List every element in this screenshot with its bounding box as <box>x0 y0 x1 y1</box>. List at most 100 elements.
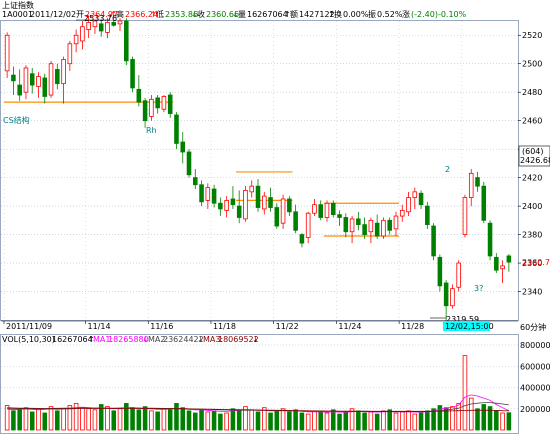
volume-bar-down <box>437 405 443 431</box>
ma1-value: 18265880 <box>108 335 149 344</box>
sar-box-bottom: 2426.68 <box>520 156 550 165</box>
candle-down <box>236 205 242 218</box>
volume-bar-down <box>299 412 305 431</box>
time-tick-label: 11/18 <box>213 322 236 331</box>
price-tick-label: 2420 <box>522 174 542 183</box>
ma2-value: 23624422 <box>163 335 204 344</box>
candle-up <box>468 172 474 198</box>
price-tick-label: 2340 <box>522 288 542 297</box>
bar-date: 2011/12/02 <box>30 10 76 19</box>
price-tick-label: 2460 <box>522 117 542 126</box>
candle-up <box>393 215 399 230</box>
turnover-value: 0.00% <box>343 10 369 19</box>
candle-up <box>105 22 110 33</box>
volume-bar-down <box>167 409 173 431</box>
vol-title: VOL(5,10,30) <box>2 335 55 344</box>
volume-bar-down <box>230 408 236 431</box>
close-arrow: ↓ <box>232 10 239 19</box>
high-price-annotation: 2533.76 <box>84 14 117 23</box>
volume-bar-up <box>468 397 474 431</box>
volume-bar-up <box>105 406 110 431</box>
volume-bar-down <box>111 410 117 431</box>
wave-2-annotation: 2 <box>445 165 450 174</box>
volume-bar-down <box>42 412 48 431</box>
annotations: 2533.76 CS结构 Rh 2 3? 2319.59 <box>3 14 483 324</box>
candle-down <box>98 23 104 32</box>
candle-up <box>67 43 73 65</box>
open-arrow: ↑ <box>110 10 117 19</box>
ma1-arrow: ↓ <box>142 335 149 344</box>
time-axis: 2011/11/09 11/14 11/16 11/18 11/22 11/24 11/28… <box>1 320 518 331</box>
volume-bar-down <box>343 411 349 431</box>
volume-bar-down <box>506 412 512 431</box>
low-price-annotation: 2319.59 <box>446 315 479 324</box>
last-price-tag: 2360.7 <box>522 258 550 267</box>
candle-up <box>399 209 405 217</box>
volume-bar-up <box>73 403 79 431</box>
candle-down <box>318 204 323 218</box>
volume-bar-down <box>318 411 323 431</box>
volume-bar-up <box>312 410 317 431</box>
volume-bar-up <box>161 408 167 431</box>
candle-up <box>243 190 248 220</box>
low-arrow: ↓ <box>191 10 198 19</box>
cursor-date: 12/02,15:00 <box>445 322 494 331</box>
ma2-label: MA2: <box>148 335 168 344</box>
close-value: 2360.66 <box>206 10 239 19</box>
ma2-arrow: ↓ <box>197 335 204 344</box>
candle-up <box>324 202 330 218</box>
candle-down <box>124 20 129 62</box>
sar-box-top: (604) <box>522 147 544 156</box>
volume-bar-down <box>481 404 487 431</box>
volume-bar-up <box>381 410 386 431</box>
volume-bar-up <box>23 407 29 431</box>
volume-axis: 200000 400000 600000 800000 <box>1 341 550 414</box>
low-label: 低 <box>156 9 164 19</box>
volume-bar-down <box>124 403 129 431</box>
volume-bar-up <box>224 412 229 431</box>
volume-bar-down <box>268 412 273 431</box>
candle-up <box>86 22 91 30</box>
candle-down <box>17 84 22 96</box>
candle-down <box>487 222 493 257</box>
amount-value: 1427122 <box>299 10 335 19</box>
volume-bar-down <box>443 407 449 431</box>
candle-down <box>186 151 192 176</box>
vol-arrow: ↑ <box>88 335 95 344</box>
turnover-label: 换 <box>334 9 342 19</box>
candle-down <box>343 217 349 233</box>
amplitude-value: 0.52% <box>377 10 403 19</box>
candle-up <box>117 20 123 25</box>
candle-down <box>55 69 60 85</box>
volume-bar-down <box>193 412 198 431</box>
volume-bar-down <box>186 410 192 431</box>
volume-bar-down <box>374 413 380 431</box>
candle-down <box>11 74 16 82</box>
volume-bar-down <box>293 409 298 431</box>
cs-annotation: CS结构 <box>3 115 30 125</box>
candle-down <box>337 214 342 218</box>
close-label: 收 <box>197 9 205 19</box>
volume-bar-down <box>174 403 179 431</box>
candle-down <box>330 202 336 216</box>
volume-bar-up <box>349 408 355 431</box>
candlesticks <box>4 15 512 321</box>
wave-3-annotation: 3? <box>474 284 483 293</box>
candle-down <box>136 88 142 103</box>
candle-up <box>305 212 311 238</box>
candle-down <box>199 184 204 203</box>
volume-bar-up <box>67 405 73 431</box>
volume-bar-up <box>80 407 85 431</box>
candle-down <box>174 114 179 144</box>
time-tick-label: 11/28 <box>401 322 424 331</box>
low-value: 2353.86 <box>165 10 198 19</box>
candle-down <box>255 185 261 208</box>
volume-bar-down <box>29 411 35 431</box>
amount-arrow: ↑ <box>328 10 335 19</box>
volume-bar-up <box>280 408 286 431</box>
candle-up <box>462 197 468 235</box>
volume-bar-up <box>92 409 98 431</box>
candle-up <box>456 262 461 288</box>
candle-down <box>431 225 436 257</box>
candle-down <box>506 255 512 263</box>
